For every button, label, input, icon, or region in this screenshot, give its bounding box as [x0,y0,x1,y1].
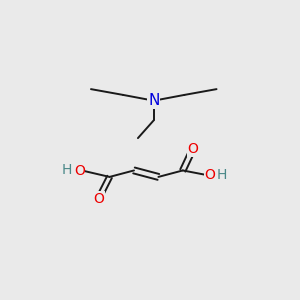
Text: H: H [217,168,227,182]
Text: N: N [148,93,159,108]
Text: O: O [204,168,215,182]
Text: O: O [74,164,85,178]
Text: O: O [188,142,198,156]
Text: O: O [93,192,104,206]
Text: H: H [61,164,72,177]
